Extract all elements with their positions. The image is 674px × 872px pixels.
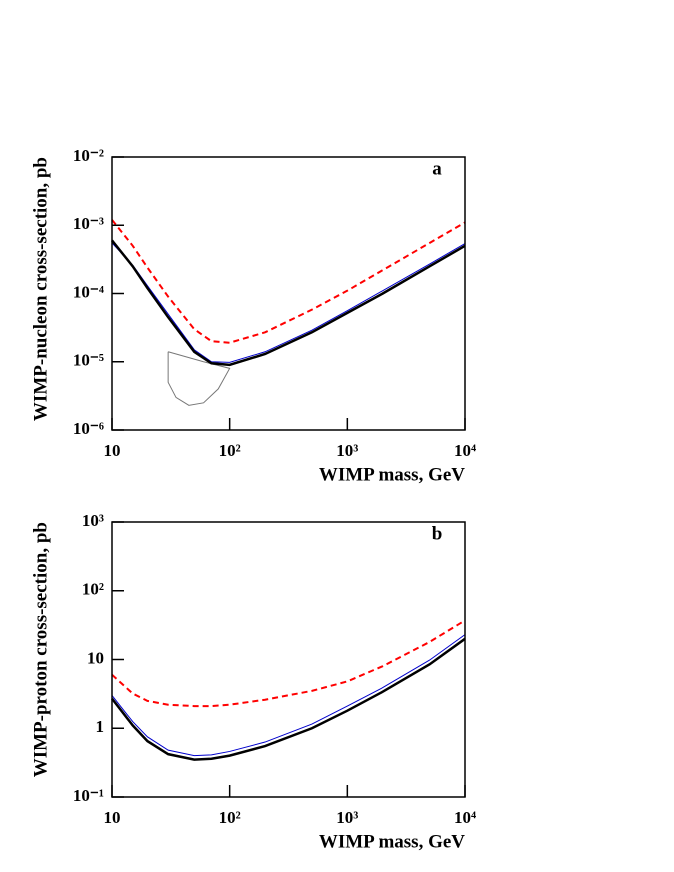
x-tick-label: 10² [219,441,241,460]
y-tick-label: 10⁻⁴ [73,282,104,301]
plot-frame [111,521,466,798]
x-axis-label: WIMP mass, GeV [319,831,465,852]
x-axis-label: WIMP mass, GeV [319,464,465,485]
y-tick-label: 10⁻¹ [73,786,104,805]
x-tick-label: 10⁴ [454,441,476,460]
curve [111,239,466,367]
curve [111,637,466,761]
curve [111,242,466,363]
y-tick-label: 1 [96,717,105,736]
x-tick-label: 10² [219,808,241,827]
x-tick-label: 10³ [336,441,358,460]
curve [111,619,466,708]
y-tick-label: 10 [87,648,104,667]
y-tick-label: 10³ [82,511,104,530]
y-axis-label: WIMP-proton cross-section, pb [30,522,51,777]
y-tick-label: 10⁻³ [73,214,104,233]
panel-label: a [432,158,442,179]
curve [111,219,466,344]
y-tick-label: 10⁻⁵ [73,351,104,370]
curve [111,634,466,757]
x-tick-label: 10 [104,808,121,827]
x-tick-label: 10³ [336,808,358,827]
y-tick-label: 10⁻⁶ [73,419,104,438]
panel-label: b [432,523,443,544]
y-tick-label: 10⁻² [73,146,104,165]
y-axis-label: WIMP-nucleon cross-section, pb [30,157,51,421]
x-tick-label: 10⁴ [454,808,476,827]
region [167,351,231,406]
x-tick-label: 10 [104,441,121,460]
y-tick-label: 10² [82,580,104,599]
